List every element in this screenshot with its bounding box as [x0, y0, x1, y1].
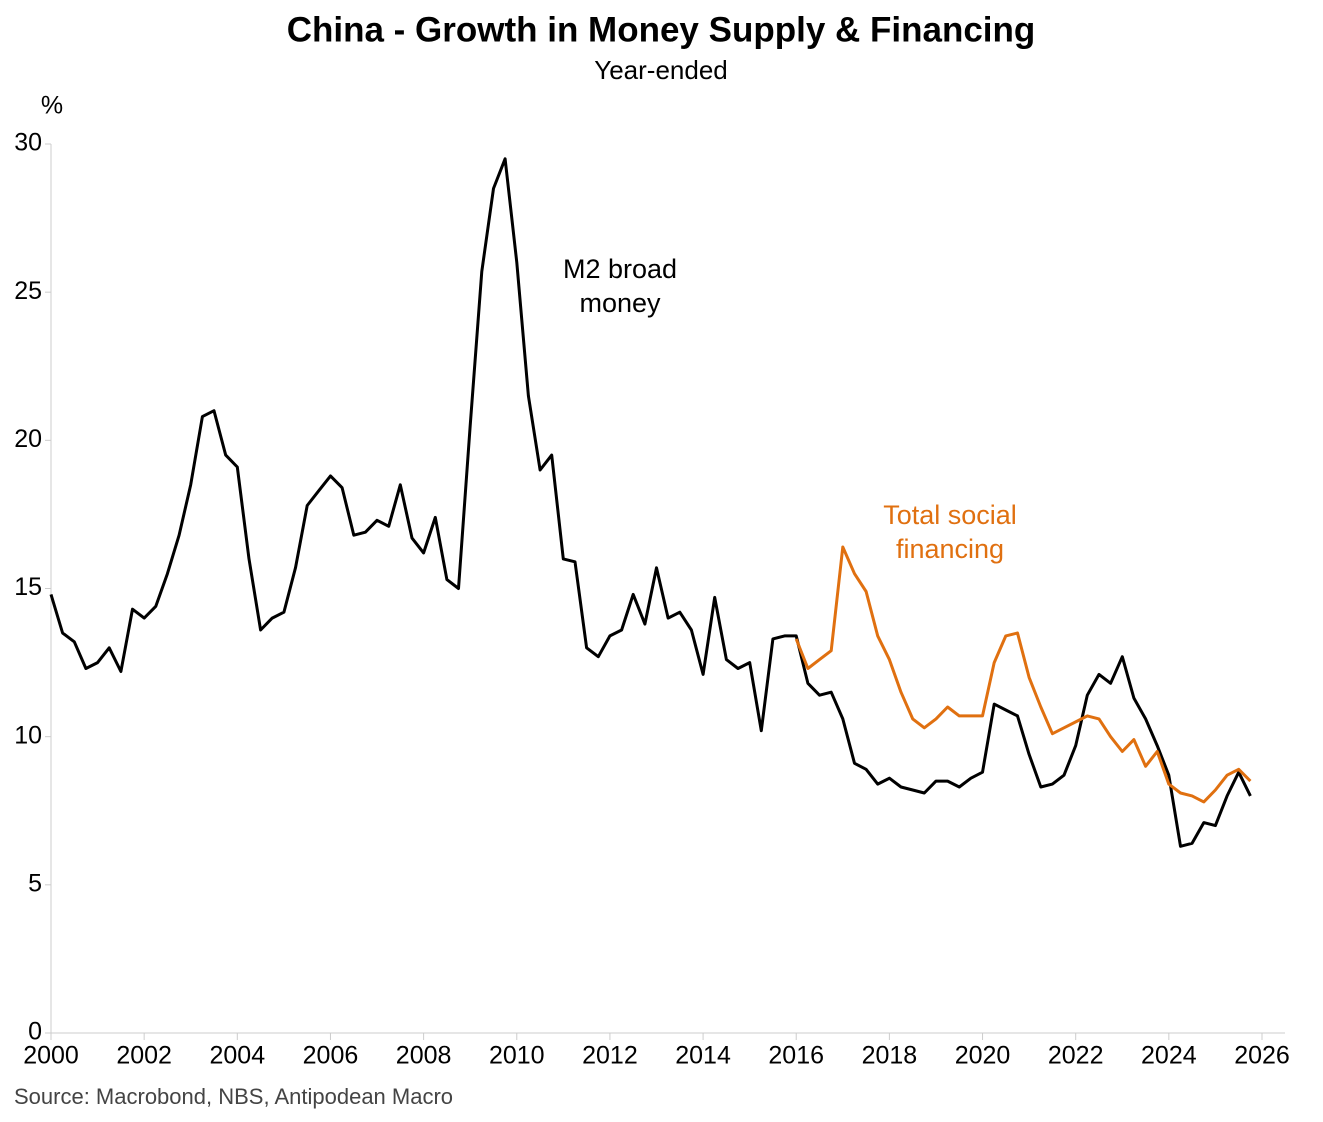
x-tick-label: 2024 — [1141, 1042, 1197, 1070]
x-tick-label: 2018 — [862, 1042, 918, 1070]
y-tick-label: 20 — [14, 425, 42, 453]
chart-subtitle: Year-ended — [594, 55, 728, 85]
x-tick-label: 2016 — [768, 1042, 824, 1070]
source-note: Source: Macrobond, NBS, Antipodean Macro — [14, 1084, 453, 1109]
x-tick-label: 2020 — [955, 1042, 1011, 1070]
x-tick-label: 2000 — [23, 1042, 79, 1070]
series-label: Total social financing — [883, 500, 1017, 564]
x-tick-label: 2022 — [1048, 1042, 1104, 1070]
x-tick-label: 2002 — [116, 1042, 172, 1070]
x-tick-label: 2026 — [1234, 1042, 1290, 1070]
x-tick-label: 2010 — [489, 1042, 545, 1070]
y-tick-label: 15 — [14, 573, 42, 601]
y-tick-label: 30 — [14, 129, 42, 157]
x-tick-label: 2012 — [582, 1042, 638, 1070]
y-tick-label: 10 — [14, 721, 42, 749]
x-tick-label: 2004 — [209, 1042, 265, 1070]
y-tick-label: 25 — [14, 277, 42, 305]
chart-title: China - Growth in Money Supply & Financi… — [287, 10, 1036, 49]
x-tick-label: 2014 — [675, 1042, 731, 1070]
x-tick-label: 2006 — [303, 1042, 359, 1070]
y-axis-label: % — [41, 92, 63, 120]
x-tick-label: 2008 — [396, 1042, 452, 1070]
series-line — [49, 157, 1252, 848]
y-tick-label: 0 — [28, 1018, 42, 1046]
series-line — [794, 545, 1252, 804]
y-tick-label: 5 — [28, 869, 42, 897]
series-label: M2 broad money — [563, 254, 677, 318]
